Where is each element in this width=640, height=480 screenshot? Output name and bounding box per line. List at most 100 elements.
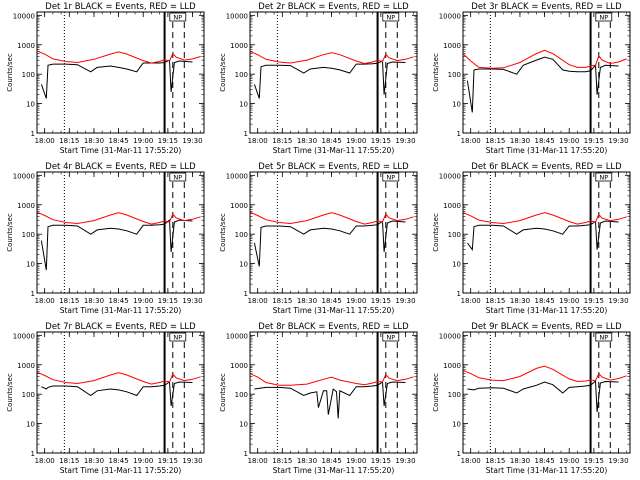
- x-tick-label: 19:15: [371, 297, 391, 305]
- annotation-label: NP: [599, 334, 608, 342]
- annotation-box: [595, 332, 613, 342]
- events-series-line: [40, 219, 193, 271]
- x-tick-label: 19:15: [158, 297, 178, 305]
- y-axis-label: Counts/sec: [432, 53, 440, 92]
- lld-series-line: [462, 212, 627, 225]
- x-tick-label: 18:00: [35, 457, 55, 465]
- x-tick-label: 19:30: [182, 457, 202, 465]
- y-axis-label: Counts/sec: [6, 373, 14, 412]
- panel-title: Det 5r BLACK = Events, RED = LLD: [258, 162, 409, 172]
- x-tick-label: 18:15: [59, 457, 79, 465]
- y-axis-label: Counts/sec: [219, 53, 227, 92]
- x-tick-label: 18:15: [59, 137, 79, 145]
- x-tick-label: 18:15: [485, 297, 505, 305]
- annotation-box: [169, 12, 187, 22]
- x-tick-label: 18:45: [321, 457, 341, 465]
- x-tick-label: 18:00: [35, 297, 55, 305]
- x-tick-label: 19:00: [559, 137, 579, 145]
- x-tick-label: 18:15: [485, 457, 505, 465]
- x-tick-label: 19:15: [584, 297, 604, 305]
- plot-frame: [249, 171, 418, 294]
- detector-panel: Det 6r BLACK = Events, RED = LLD 1 10 100 10…: [432, 162, 631, 315]
- x-tick-label: 18:30: [510, 297, 530, 305]
- y-tick-label: 10: [239, 101, 248, 109]
- x-tick-label: 18:45: [321, 137, 341, 145]
- x-tick-label: 18:00: [248, 457, 268, 465]
- y-tick-label: 10: [26, 261, 35, 269]
- annotation-label: NP: [386, 14, 395, 22]
- x-tick-label: 19:00: [559, 457, 579, 465]
- events-series-line: [253, 220, 406, 267]
- y-tick-label: 10000: [439, 12, 461, 20]
- panel-title: Det 9r BLACK = Events, RED = LLD: [471, 322, 622, 332]
- x-tick-label: 18:15: [485, 137, 505, 145]
- x-tick-label: 18:30: [510, 457, 530, 465]
- panel-title: Det 7r BLACK = Events, RED = LLD: [45, 322, 196, 332]
- y-tick-label: 1: [31, 130, 35, 138]
- x-tick-label: 19:30: [395, 137, 415, 145]
- annotation-box: [382, 172, 400, 182]
- y-tick-label: 100: [22, 391, 35, 399]
- y-tick-label: 10: [239, 421, 248, 429]
- y-axis-label: Counts/sec: [6, 53, 14, 92]
- detector-panel: Det 7r BLACK = Events, RED = LLD 1 10 100 10…: [6, 322, 205, 475]
- lld-series-line: [249, 373, 414, 386]
- x-tick-label: 19:00: [133, 457, 153, 465]
- y-tick-label: 1000: [230, 42, 248, 50]
- annotation-label: NP: [173, 14, 182, 22]
- x-tick-label: 19:30: [608, 457, 628, 465]
- y-tick-label: 100: [448, 71, 461, 79]
- x-axis-label: Start Time (31-Mar-11 17:55:20): [60, 466, 182, 475]
- x-tick-label: 19:00: [133, 137, 153, 145]
- lld-series-line: [462, 365, 627, 383]
- panel-title: Det 1r BLACK = Events, RED = LLD: [45, 2, 196, 12]
- panel-title: Det 3r BLACK = Events, RED = LLD: [471, 2, 622, 12]
- detector-panel: Det 3r BLACK = Events, RED = LLD 1 10 100 10…: [432, 2, 631, 155]
- x-tick-label: 19:15: [371, 457, 391, 465]
- x-axis-label: Start Time (31-Mar-11 17:55:20): [486, 306, 608, 315]
- y-tick-label: 1: [244, 290, 248, 298]
- x-tick-label: 18:30: [297, 457, 317, 465]
- y-tick-label: 1: [31, 450, 35, 458]
- x-tick-label: 18:45: [534, 457, 554, 465]
- x-axis-label: Start Time (31-Mar-11 17:55:20): [60, 306, 182, 315]
- y-tick-label: 10000: [13, 172, 35, 180]
- y-tick-label: 1000: [443, 42, 461, 50]
- detector-panel: Det 1r BLACK = Events, RED = LLD 1 10 100 10…: [6, 2, 205, 155]
- x-axis-label: Start Time (31-Mar-11 17:55:20): [60, 146, 182, 155]
- x-tick-label: 18:30: [84, 297, 104, 305]
- y-tick-label: 100: [448, 391, 461, 399]
- x-tick-label: 19:00: [133, 297, 153, 305]
- lld-series-line: [36, 211, 201, 225]
- y-tick-label: 10000: [226, 332, 248, 340]
- events-series-line: [467, 379, 619, 412]
- y-tick-label: 1: [244, 130, 248, 138]
- x-tick-label: 18:00: [248, 137, 268, 145]
- x-tick-label: 18:00: [461, 297, 481, 305]
- plot-frame: [249, 331, 418, 454]
- x-tick-label: 18:00: [461, 137, 481, 145]
- y-axis-label: Counts/sec: [432, 373, 440, 412]
- x-tick-label: 19:15: [158, 457, 178, 465]
- y-tick-label: 100: [235, 71, 248, 79]
- plot-frame: [462, 171, 631, 294]
- panel-title: Det 4r BLACK = Events, RED = LLD: [45, 162, 196, 172]
- x-tick-label: 19:30: [395, 297, 415, 305]
- x-tick-label: 18:15: [272, 457, 292, 465]
- x-tick-label: 19:15: [584, 457, 604, 465]
- detector-panel: Det 2r BLACK = Events, RED = LLD 1 10 100 10…: [219, 2, 418, 155]
- detector-panel: Det 9r BLACK = Events, RED = LLD 1 10 100 10…: [432, 322, 631, 475]
- lld-series-line: [462, 49, 627, 69]
- x-tick-label: 19:00: [346, 297, 366, 305]
- x-axis-label: Start Time (31-Mar-11 17:55:20): [273, 466, 395, 475]
- events-series-line: [40, 59, 193, 99]
- events-series-line: [466, 220, 619, 251]
- annotation-box: [595, 12, 613, 22]
- y-tick-label: 100: [235, 391, 248, 399]
- y-tick-label: 1000: [17, 42, 35, 50]
- x-tick-label: 19:30: [608, 297, 628, 305]
- y-tick-label: 1000: [17, 362, 35, 370]
- y-tick-label: 1000: [17, 202, 35, 210]
- y-tick-label: 100: [235, 231, 248, 239]
